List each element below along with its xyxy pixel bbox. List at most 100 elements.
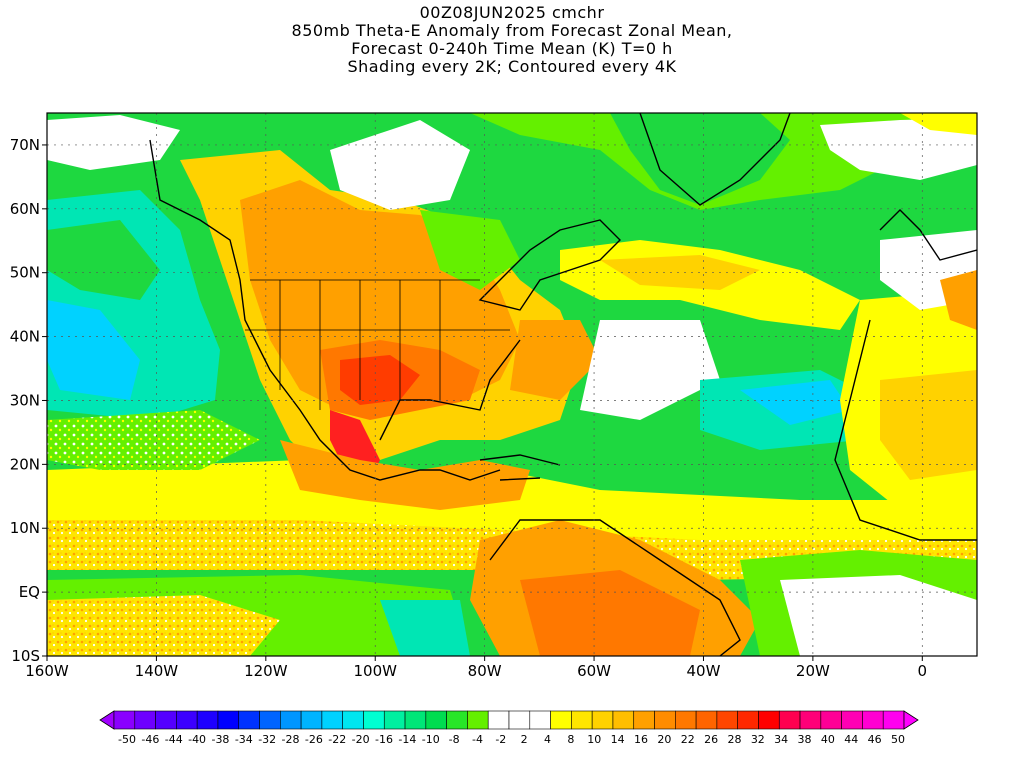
south-pacific-speckle [47,595,280,656]
colorbar-swatch [425,710,447,730]
colorbar-swatch [841,710,863,730]
greenland-region [610,113,790,205]
colorbar-swatch [363,710,385,730]
lat-tick-label: 10S [11,647,40,665]
colorbar-label: 34 [774,733,788,746]
colorbar-swatch [176,710,198,730]
colorbar-label: 14 [611,733,625,746]
colorbar-label: 20 [657,733,671,746]
colorbar-swatch [799,710,822,730]
lat-tick-label: 70N [10,136,40,154]
colorbar-swatch [238,710,260,730]
lat-tick-label: 20N [10,455,40,473]
colorbar-swatch [778,710,801,730]
colorbar-swatch [487,710,510,730]
lat-tick-label: 40N [10,328,40,346]
colorbar-label: -8 [449,733,460,746]
title-forecast-line: Forecast 0-240h Time Mean (K) T=0 h [351,39,673,58]
colorbar-swatch [404,710,427,730]
colorbar-label: -34 [235,733,253,746]
longitude-axis: 160W 140W 120W 100W 80W 60W 40W 20W 0 [25,656,927,680]
lat-tick-label: EQ [19,583,40,601]
northeast-coastline [478,219,621,311]
colorbar-swatch [342,710,364,730]
caribbean-islands [479,454,561,481]
great-lakes-green-region [420,210,520,290]
colorbar-label: -46 [141,733,159,746]
colorbar-swatch [612,710,635,730]
colorbar-label: -2 [495,733,506,746]
lon-tick-label: 160W [25,662,69,680]
atlantic-gold-swirl [600,255,760,290]
colorbar-label: 4 [544,733,551,746]
colorbar-label: 22 [681,733,695,746]
colorbar-label: -20 [352,733,370,746]
colorbar-swatch [321,710,343,730]
colorbar-label: 26 [704,733,718,746]
colorbar-swatch [571,710,593,730]
colorbar-label: 44 [844,733,858,746]
colorbar-swatch [695,710,718,730]
colorbar-swatch [591,710,614,730]
colorbar-swatch [508,710,531,730]
lat-tick-label: 60N [10,200,40,218]
colorbar-label: -22 [328,733,346,746]
lon-tick-label: 80W [468,662,502,680]
europe-coastline [879,209,977,261]
colorbar-swatch [820,710,842,730]
colorbar-swatch [467,710,489,730]
lon-tick-label: 40W [687,662,721,680]
colorbar-swatch [633,710,655,730]
gulf-coastline [379,339,521,441]
colorbar-swatch [196,710,219,730]
pacific-cold-core [47,300,140,400]
northeast-yellow-patch [900,113,977,135]
lat-tick-label: 10N [10,519,40,537]
colorbar-label: 10 [587,733,601,746]
latitude-axis: 70N 60N 50N 40N 30N 20N 10N EQ 10S [10,136,47,665]
caribbean-orange-band [280,440,530,510]
coastlines [149,113,977,656]
map-plot-area [47,113,977,656]
lon-tick-label: 140W [135,662,179,680]
colorbar-label: -38 [211,733,229,746]
iberia-orange [940,270,977,330]
colorbar-label: 50 [891,733,905,746]
title-shading-line: Shading every 2K; Contoured every 4K [347,57,677,76]
south-america-coastline [489,519,741,656]
title-variable-line: 850mb Theta-E Anomaly from Forecast Zona… [291,21,733,40]
colorbar-swatch [155,710,177,730]
colorbar-label: 40 [821,733,835,746]
colorbar-label: -14 [398,733,416,746]
lon-tick-label: 120W [244,662,288,680]
colorbar-swatch [259,710,281,730]
colorbar-swatch [383,710,406,730]
west-africa-coastline [834,319,977,541]
colorbar-swatch [550,710,572,730]
colorbar-swatch [737,710,759,730]
colorbar-label: -26 [305,733,323,746]
colorbar-swatch [134,710,156,730]
map-frame [46,112,978,657]
sahara-gold-region [880,370,977,480]
colorbar-swatch [675,710,697,730]
colorbar-label: -40 [188,733,206,746]
colorbar-swatch [862,710,884,730]
colorbar-swatch [654,710,676,730]
colorbar-swatch [716,710,738,730]
colorbar-swatch [446,710,468,730]
colorbar-under-arrow [99,710,115,730]
colorbar-label: -4 [472,733,483,746]
colorbar-label: -16 [375,733,393,746]
bering-white-region [47,115,180,170]
state-boundaries [245,279,510,410]
amazon-hot-region [520,570,700,656]
central-atlantic-white [580,320,720,420]
colorbar-label: -10 [422,733,440,746]
colorbar-label: 32 [751,733,765,746]
colorbar-swatch [300,710,323,730]
colorbar-label: 46 [868,733,882,746]
east-pacific-speckle [47,410,260,470]
lat-tick-label: 50N [10,264,40,282]
